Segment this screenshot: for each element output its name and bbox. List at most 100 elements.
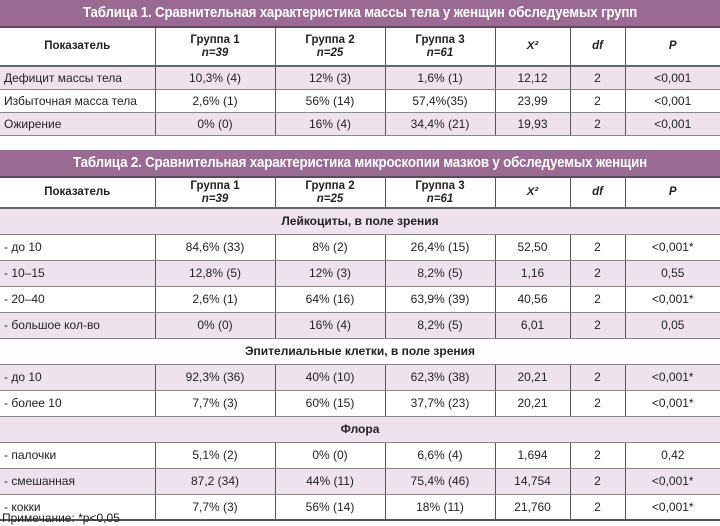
table-cell: 0% (0) <box>274 442 385 469</box>
table-cell: 23,99 <box>494 89 570 113</box>
table-cell: 26,4% (15) <box>384 234 495 261</box>
header-g1-label: Группа 1 <box>190 33 240 46</box>
row-label: - смешанная <box>0 468 155 495</box>
table-cell: 0,05 <box>624 312 720 339</box>
table-row: - большое кол-во 0% (0) 16% (4) 8,2% (5) 6,0… <box>0 312 720 339</box>
table-cell: 6,6% (4) <box>384 442 495 469</box>
section-row: Лейкоциты, в поле зрения <box>0 208 720 235</box>
table-cell: 2 <box>569 312 625 339</box>
table-cell: <0,001* <box>624 234 720 261</box>
table-1: Таблица 1. Сравнительная характеристика … <box>0 0 720 136</box>
header-df-label: df <box>592 40 603 52</box>
header-g2: Группа 2 n=25 <box>274 178 385 209</box>
table-cell: 52,50 <box>494 234 570 261</box>
table-cell: <0,001* <box>624 390 720 417</box>
table-cell: 44% (11) <box>274 468 385 495</box>
table-cell: 40% (10) <box>274 364 385 391</box>
header-g1: Группа 1 n=39 <box>154 178 275 209</box>
table-row: - смешанная 87,2 (34) 44% (11) 75,4% (46) 14… <box>0 468 720 495</box>
table-cell: 7,7% (3) <box>154 390 275 417</box>
table-cell: <0,001 <box>624 66 720 90</box>
table-cell: 8,2% (5) <box>384 312 495 339</box>
table-cell: 56% (14) <box>274 494 385 521</box>
table-cell: 1,16 <box>494 260 570 287</box>
table-2-grid: Показатель Группа 1 n=39 Группа 2 n=25 Группа… <box>0 178 720 521</box>
header-g2-label: Группа 2 <box>305 33 355 46</box>
header-p: P <box>624 178 720 209</box>
table-cell: 6,01 <box>494 312 570 339</box>
table-cell: 2 <box>569 442 625 469</box>
table-2: Таблица 2. Сравнительная характеристика … <box>0 150 720 521</box>
table-row: - кокки 7,7% (3) 56% (14) 18% (11) 21,760 2 <0… <box>0 494 720 521</box>
header-chi-label: Χ² <box>526 40 539 52</box>
header-g2: Группа 2 n=25 <box>274 28 385 67</box>
table-row: Избыточная масса тела 2,6% (1) 56% (14) 57,… <box>0 89 720 113</box>
table-cell: 12,12 <box>494 66 570 90</box>
table-cell: 0,42 <box>624 442 720 469</box>
table-cell: 2,6% (1) <box>154 286 275 313</box>
table-cell: 2 <box>569 286 625 313</box>
table-cell: 75,4% (46) <box>384 468 495 495</box>
table-cell: 40,56 <box>494 286 570 313</box>
row-label: - 10–15 <box>0 260 155 287</box>
table-cell: 16% (4) <box>274 112 385 136</box>
header-chi: Χ² <box>494 178 570 209</box>
row-label: Ожирение <box>0 112 155 136</box>
section-label: Лейкоциты, в поле зрения <box>0 208 720 235</box>
table-cell: 2 <box>569 468 625 495</box>
row-label: - более 10 <box>0 390 155 417</box>
row-label: - 20–40 <box>0 286 155 313</box>
header-p-label: P <box>668 186 677 198</box>
header-df-label: df <box>592 186 603 198</box>
table-cell: 7,7% (3) <box>154 494 275 521</box>
header-df: df <box>569 178 625 209</box>
table-cell: 20,21 <box>494 364 570 391</box>
table-cell: 14,754 <box>494 468 570 495</box>
header-p: P <box>624 28 720 67</box>
table-1-grid: Показатель Группа 1 n=39 Группа 2 n=25 Группа… <box>0 28 720 136</box>
header-g1-n: n=39 <box>201 192 229 205</box>
header-chi-label: Χ² <box>526 186 539 198</box>
table-cell: 12% (3) <box>274 260 385 287</box>
table-cell: 57,4%(35) <box>384 89 495 113</box>
table-cell: <0,001 <box>624 112 720 136</box>
section-row: Флора <box>0 416 720 443</box>
table-cell: 19,93 <box>494 112 570 136</box>
table-row: - до 10 84,6% (33) 8% (2) 26,4% (15) 52,50 2 <… <box>0 234 720 261</box>
table-cell: 5,1% (2) <box>154 442 275 469</box>
header-indicator-label: Показатель <box>44 40 111 52</box>
row-label: - до 10 <box>0 364 155 391</box>
table-cell: 2 <box>569 112 625 136</box>
table-cell: 12% (3) <box>274 66 385 90</box>
table-cell: <0,001* <box>624 364 720 391</box>
table-cell: 2 <box>569 66 625 90</box>
header-indicator: Показатель <box>0 28 155 67</box>
header-g1-label: Группа 1 <box>190 179 240 192</box>
row-label: - до 10 <box>0 234 155 261</box>
table-cell: 2 <box>569 89 625 113</box>
table-cell: <0,001* <box>624 468 720 495</box>
header-g2-n: n=25 <box>316 46 344 59</box>
table-cell: 37,7% (23) <box>384 390 495 417</box>
row-label: - палочки <box>0 442 155 469</box>
table-cell: 2 <box>569 364 625 391</box>
header-row: Показатель Группа 1 n=39 Группа 2 n=25 Группа… <box>0 178 720 209</box>
row-label: Избыточная масса тела <box>0 89 155 113</box>
table-row: Ожирение 0% (0) 16% (4) 34,4% (21) 19,93 2 <0,… <box>0 112 720 136</box>
table-row: - 10–15 12,8% (5) 12% (3) 8,2% (5) 1,16 2 0,55 <box>0 260 720 287</box>
table-cell: 63,9% (39) <box>384 286 495 313</box>
header-row: Показатель Группа 1 n=39 Группа 2 n=25 Группа… <box>0 28 720 67</box>
table-cell: 2,6% (1) <box>154 89 275 113</box>
section-label: Эпителиальные клетки, в поле зрения <box>0 338 720 365</box>
row-label: - большое кол-во <box>0 312 155 339</box>
table-cell: 87,2 (34) <box>154 468 275 495</box>
table-cell: 10,3% (4) <box>154 66 275 90</box>
table-cell: 2 <box>569 260 625 287</box>
header-p-label: P <box>668 40 677 52</box>
table-cell: 1,694 <box>494 442 570 469</box>
header-chi: Χ² <box>494 28 570 67</box>
header-g3-label: Группа 3 <box>415 33 465 46</box>
table-cell: 56% (14) <box>274 89 385 113</box>
table-cell: <0,001 <box>624 89 720 113</box>
header-g2-label: Группа 2 <box>305 179 355 192</box>
